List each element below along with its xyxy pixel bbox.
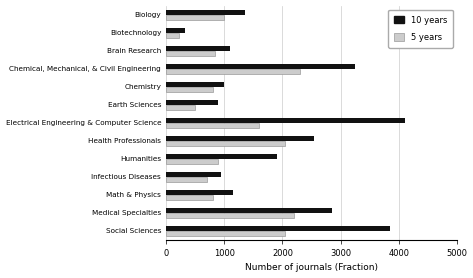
- Bar: [166, 69, 300, 74]
- Bar: [166, 105, 195, 110]
- Bar: [166, 123, 259, 128]
- Legend: 10 years, 5 years: 10 years, 5 years: [388, 10, 453, 48]
- Bar: [166, 190, 233, 195]
- Bar: [166, 172, 221, 177]
- Bar: [166, 87, 212, 92]
- Bar: [166, 208, 332, 213]
- Bar: [166, 154, 277, 159]
- Bar: [166, 64, 355, 69]
- Bar: [166, 213, 294, 218]
- Bar: [166, 46, 230, 51]
- Bar: [166, 118, 404, 123]
- Bar: [166, 141, 285, 146]
- Bar: [166, 231, 285, 236]
- Bar: [166, 159, 219, 164]
- Bar: [166, 226, 390, 231]
- Bar: [166, 33, 179, 38]
- Bar: [166, 51, 216, 56]
- Bar: [166, 100, 219, 105]
- Bar: [166, 177, 207, 182]
- X-axis label: Number of journals (Fraction): Number of journals (Fraction): [245, 264, 378, 272]
- Bar: [166, 82, 224, 87]
- Bar: [166, 14, 224, 20]
- Bar: [166, 136, 315, 141]
- Bar: [166, 28, 184, 33]
- Bar: [166, 195, 212, 200]
- Bar: [166, 9, 245, 14]
